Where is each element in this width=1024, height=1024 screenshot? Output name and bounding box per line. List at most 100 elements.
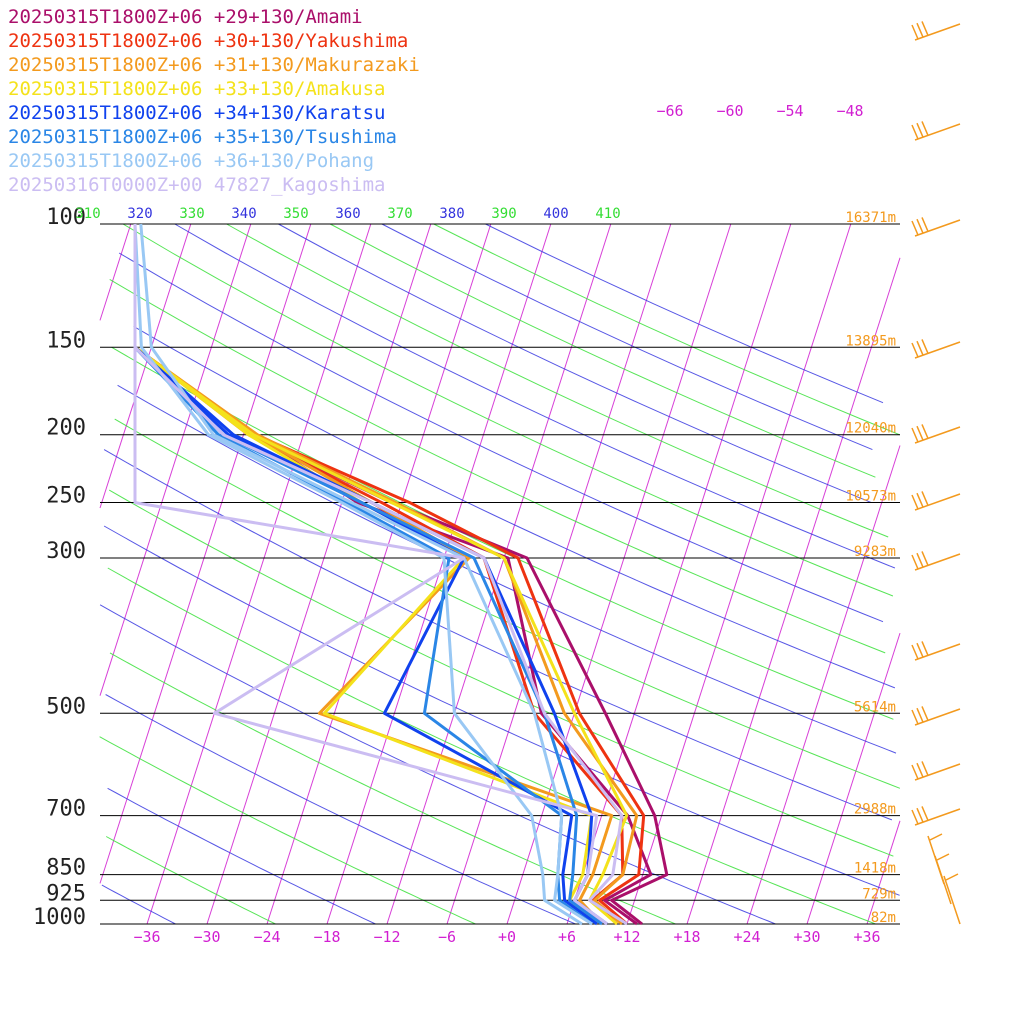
height-label: 12040m (845, 421, 896, 437)
profile-lines (133, 223, 669, 926)
wind-barb-flag (921, 491, 929, 506)
height-label: 9283m (854, 544, 896, 560)
wind-barb (911, 424, 961, 444)
wind-barb-flag (916, 340, 924, 356)
dry-adiabat-line (101, 884, 176, 925)
temperature-tick-label: +18 (673, 928, 700, 946)
wind-barb-staff (914, 553, 961, 571)
height-label: 13895m (845, 333, 896, 349)
legend-entry: 20250315T1800Z+06 +34+130/Karatsu (8, 102, 386, 124)
dry-adiabat-line (433, 223, 900, 436)
pressure-tick-label: 1000 (33, 905, 86, 930)
temperature-tick-label: +36 (853, 928, 880, 946)
temperature-line (139, 223, 593, 926)
theta-label: 370 (387, 206, 412, 222)
theta-label: 330 (179, 206, 204, 222)
temperature-tick-label: −6 (438, 928, 456, 946)
pressure-tick-label: 925 (46, 881, 86, 906)
isotherm-line (446, 223, 672, 925)
wind-barb-staff (943, 875, 961, 925)
legend-entry: 20250315T1800Z+06 +33+130/Amakusa (8, 78, 386, 100)
wind-barb-staff (914, 426, 961, 444)
theta-label: 390 (491, 206, 516, 222)
height-label: 729m (862, 886, 896, 902)
isotherm-line (99, 223, 192, 509)
legend-entry: 20250316T0000Z+00 47827_Kagoshima (8, 174, 386, 196)
wind-barb-flag (921, 706, 929, 721)
dewpoint-line (133, 224, 653, 926)
isotherm-line (99, 223, 252, 696)
isotherm-line (506, 223, 732, 925)
temperature-line (133, 224, 629, 926)
temperature-tick-label: −12 (373, 928, 400, 946)
height-label: 16371m (845, 210, 896, 226)
legend-entry: 20250315T1800Z+06 +29+130/Amami (8, 6, 363, 28)
dry-adiabat-line (278, 223, 872, 504)
wind-barb-flag (916, 762, 924, 778)
isotherm-line (266, 223, 492, 925)
legend-entry: 20250315T1800Z+06 +31+130/Makurazaki (8, 54, 420, 76)
wind-barb-flag (945, 873, 959, 881)
wind-barb (911, 217, 961, 237)
wind-barb-flag (911, 809, 919, 825)
theta-label: 360 (335, 206, 360, 222)
wind-barb-flag (916, 22, 924, 38)
wind-barb (911, 21, 961, 41)
dewpoint-line (133, 224, 598, 926)
dry-adiabat-line (107, 567, 876, 925)
dewpoint-line (133, 223, 583, 926)
dry-adiabat-line (99, 604, 776, 925)
isotherm-line (206, 223, 432, 925)
wind-barb-flag (916, 492, 924, 508)
dry-adiabat-line (111, 346, 894, 720)
isotherm-line (866, 820, 901, 925)
wind-barb-staff (914, 23, 961, 41)
theta-label: 380 (439, 206, 464, 222)
dewpoint-line (133, 224, 608, 926)
wind-barb-flag (921, 806, 929, 821)
isotherm-line (806, 632, 901, 925)
isotherm-line (626, 223, 852, 925)
isotherm-line (99, 223, 312, 884)
wind-barb (911, 551, 961, 571)
wind-barb (911, 641, 961, 661)
wind-barb-flag (916, 807, 924, 823)
temperature-tick-label: +24 (733, 928, 760, 946)
wind-barb-flag (911, 644, 919, 660)
temperature-line (133, 224, 628, 926)
wind-barb-staff (914, 708, 961, 726)
wind-barb-staff (914, 123, 961, 141)
background-grid (99, 223, 901, 925)
wind-barb-staff (934, 855, 952, 905)
isotherm-line (146, 223, 372, 925)
wind-barb (911, 761, 961, 781)
wind-barb-flag (911, 427, 919, 443)
wind-barb (911, 339, 961, 359)
pressure-tick-label: 500 (46, 694, 86, 719)
height-label: 2988m (854, 802, 896, 818)
isotherm-line (99, 223, 132, 321)
wind-barb-flag (911, 709, 919, 725)
dry-adiabat-line (107, 787, 376, 925)
wind-barb-flag (911, 764, 919, 780)
temperature-tick-label: −24 (253, 928, 280, 946)
upper-isotherm-label: −60 (716, 102, 743, 120)
wind-barb-flag (921, 641, 929, 656)
pressure-tick-label: 100 (46, 205, 86, 230)
wind-barb-staff (914, 493, 961, 511)
upper-isotherm-label: −48 (836, 102, 863, 120)
height-label: 5614m (854, 699, 896, 715)
isotherm-line (686, 257, 901, 925)
dry-adiabat-line (485, 223, 884, 404)
pressure-tick-label: 300 (46, 539, 86, 564)
wind-barb-flag (911, 24, 919, 40)
pressure-tick-label: 250 (46, 484, 86, 509)
height-label: 10573m (845, 489, 896, 505)
dry-adiabat-line (118, 252, 884, 623)
wind-barb-flag (921, 217, 929, 232)
wind-barb-flag (921, 121, 929, 136)
temperature-tick-label: +12 (613, 928, 640, 946)
wind-barb-flag (911, 124, 919, 140)
